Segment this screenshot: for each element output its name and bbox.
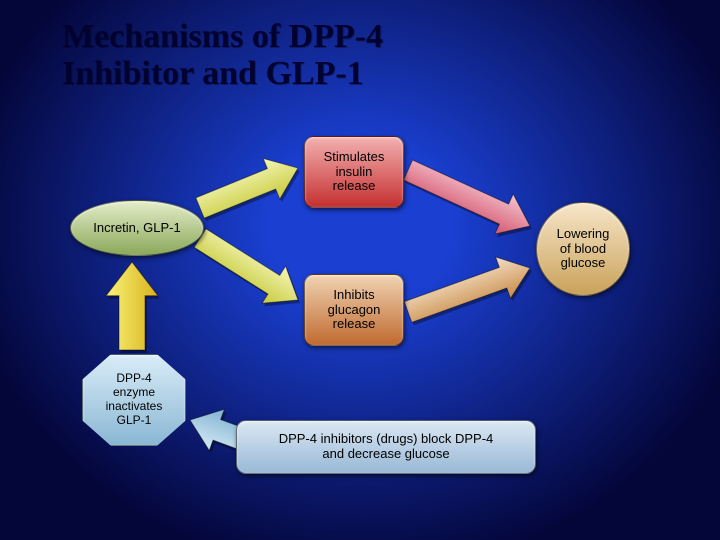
diagram-stage: Mechanisms of DPP-4Inhibitor and GLP-1 I… [0,0,720,540]
node-lowering: Loweringof bloodglucose [536,202,630,296]
slide-title: Mechanisms of DPP-4Inhibitor and GLP-1 [62,18,383,93]
node-inhibit: Inhibitsglucagonrelease [304,274,404,346]
node-dpp4enzyme: DPP-4enzymeinactivatesGLP-1 [82,354,186,446]
node-incretin: Incretin, GLP-1 [70,200,204,256]
node-dpp4drugs: DPP-4 inhibitors (drugs) block DPP-4and … [236,420,536,474]
arrow [106,262,158,350]
node-stimulate: Stimulatesinsulinrelease [304,136,404,208]
